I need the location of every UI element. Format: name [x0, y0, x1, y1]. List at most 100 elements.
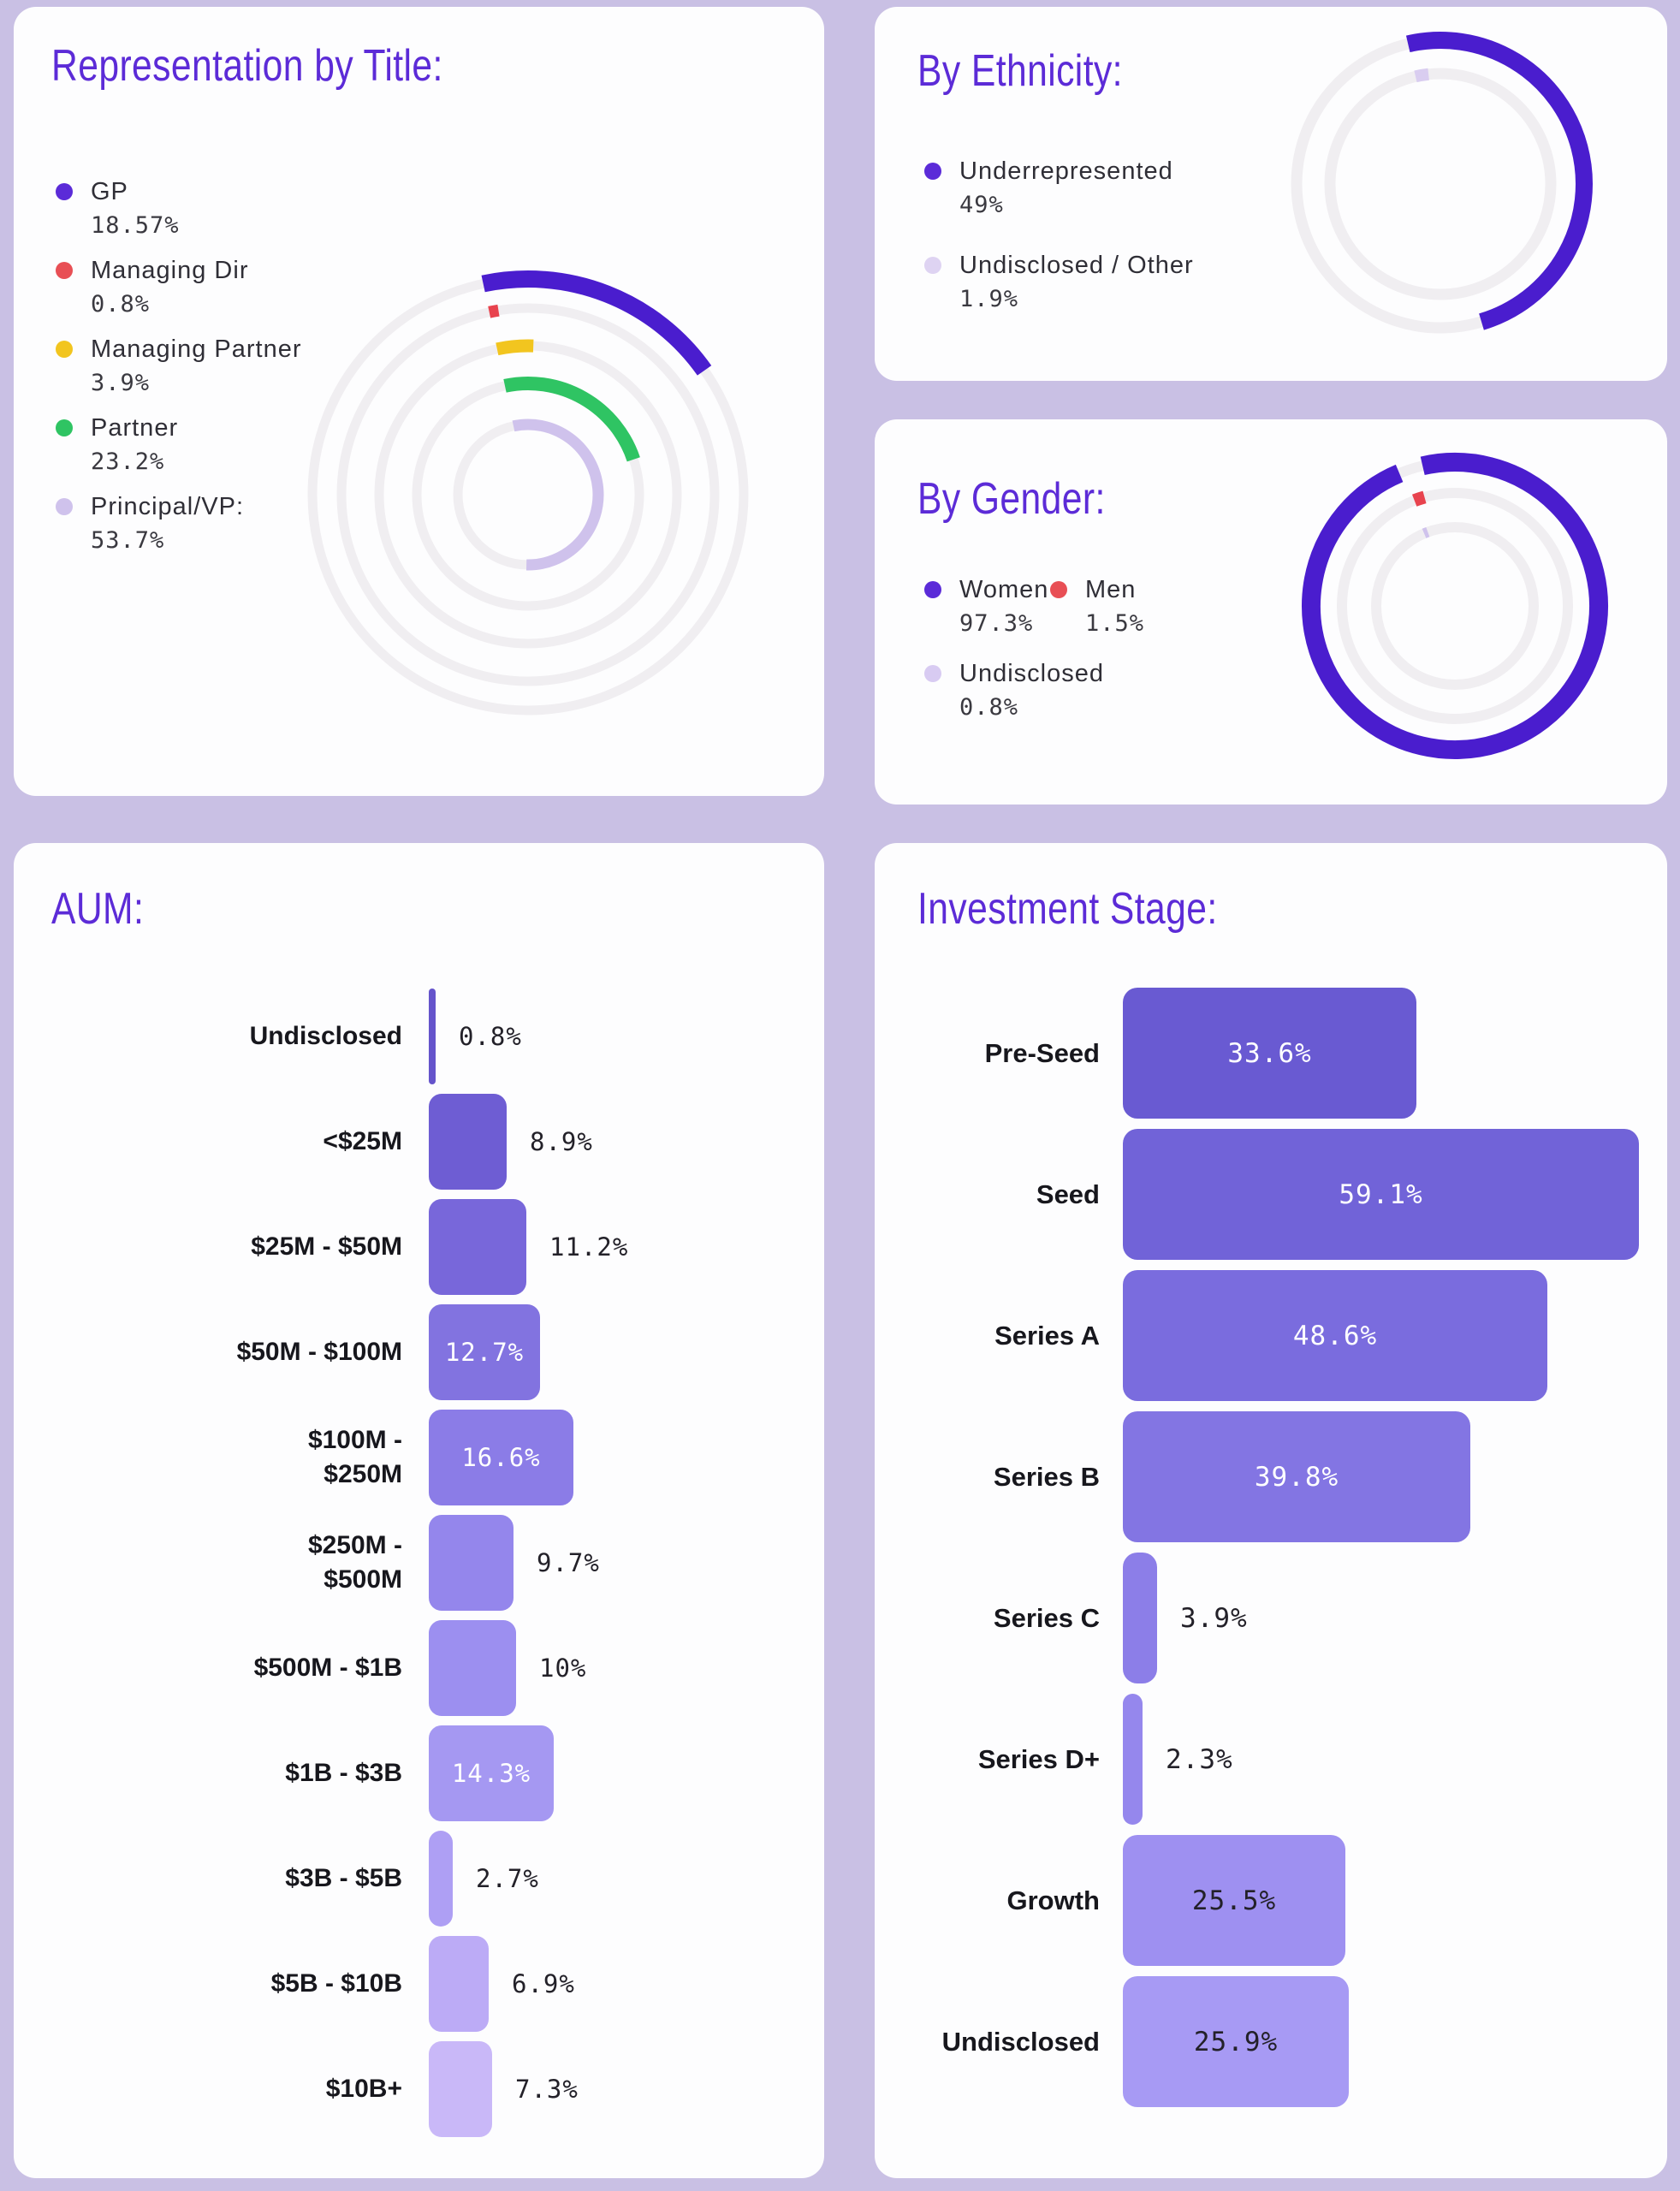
bar-category-label: $500M - $1B: [253, 1654, 402, 1682]
legend-label: Partner: [91, 414, 179, 442]
legend-dot-icon: [924, 163, 941, 180]
bar-category-label: Series C: [993, 1603, 1100, 1633]
legend-item-managing-partner: Managing Partner 3.9%: [56, 334, 302, 397]
investment-stage-bar-chart: Pre-Seed 33.6% Seed 59.1% Series A 48.6% Serie…: [916, 988, 1643, 2117]
legend-dot-icon: [1050, 581, 1067, 598]
legend-label: Men: [1085, 576, 1137, 603]
bar-fill: [1123, 1553, 1157, 1683]
bar-track: 9.7%: [429, 1515, 800, 1611]
bar-track: 25.9%: [1123, 1976, 1643, 2107]
bar-track: 39.8%: [1123, 1411, 1643, 1542]
legend-label: Principal/VP:: [91, 493, 245, 520]
card-by-gender: By Gender: Women 97.3% Men 1.5% Undisclosed 0…: [875, 419, 1667, 805]
legend-label: Undisclosed / Other: [959, 252, 1194, 279]
bar-track: 3.9%: [1123, 1553, 1643, 1683]
gender-title: By Gender:: [917, 474, 1106, 524]
bar-category-label: $250M - $500M: [307, 1531, 402, 1594]
bar-row: $10B+ 7.3%: [55, 2041, 800, 2137]
bar-category-label: Series D+: [977, 1744, 1100, 1774]
bar-value: 7.3%: [515, 2075, 579, 2104]
ring-track: [374, 341, 682, 649]
bar-track: 12.7%: [429, 1304, 800, 1400]
bar-row: $500M - $1B 10%: [55, 1620, 800, 1716]
bar-fill: 16.6%: [429, 1410, 573, 1505]
legend-dot-icon: [56, 341, 73, 358]
ring-track: [1324, 68, 1557, 300]
representation-legend: GP 18.57% Managing Dir 0.8% Managing Partner…: [56, 176, 302, 570]
representation-ring-chart: [307, 270, 749, 715]
bar-row: Series A 48.6%: [916, 1270, 1643, 1401]
bar-row: $3B - $5B 2.7%: [55, 1831, 800, 1927]
legend-value: 49%: [959, 192, 1004, 218]
legend-dot-icon: [924, 581, 941, 598]
legend-label: GP: [91, 178, 128, 205]
bar-row: $250M - $500M 9.7%: [55, 1515, 800, 1611]
aum-title: AUM:: [51, 884, 145, 934]
bar-fill: 59.1%: [1123, 1129, 1639, 1260]
bar-value: 48.6%: [1292, 1320, 1378, 1351]
bar-value: 2.3%: [1166, 1743, 1233, 1775]
legend-value: 1.9%: [959, 286, 1019, 312]
ring-track: [1371, 522, 1539, 690]
legend-item-partner: Partner 23.2%: [56, 413, 302, 476]
legend-label: Managing Dir: [91, 257, 249, 284]
legend-label: Underrepresented: [959, 157, 1173, 185]
bar-value: 14.3%: [451, 1759, 531, 1788]
bar-value: 11.2%: [549, 1232, 629, 1262]
legend-item-underrepresented: Underrepresented 49%: [924, 156, 1194, 219]
bar-row: Series D+ 2.3%: [916, 1694, 1643, 1825]
legend-value: 53.7%: [91, 527, 165, 554]
legend-item-gp: GP 18.57%: [56, 176, 302, 240]
bar-value: 39.8%: [1254, 1461, 1339, 1493]
ethnicity-ring-chart: [1291, 32, 1593, 334]
bar-row: $50M - $100M 12.7%: [55, 1304, 800, 1400]
legend-item-men: Men 1.5%: [1050, 574, 1144, 638]
bar-row: Undisclosed 0.8%: [55, 989, 800, 1084]
bar-fill: [429, 2041, 492, 2137]
legend-dot-icon: [56, 419, 73, 436]
bar-fill: [429, 1094, 507, 1190]
bar-value: 10%: [539, 1654, 587, 1683]
legend-dot-icon: [924, 257, 941, 274]
bar-track: 25.5%: [1123, 1835, 1643, 1966]
bar-row: $100M - $250M 16.6%: [55, 1410, 800, 1505]
bar-track: 14.3%: [429, 1725, 800, 1821]
bar-track: 10%: [429, 1620, 800, 1716]
bar-category-label: Seed: [1036, 1179, 1100, 1209]
ring-arc-managing-dir: [488, 304, 500, 318]
bar-track: 11.2%: [429, 1199, 800, 1295]
card-investment-stage: Investment Stage: Pre-Seed 33.6% Seed 59.1%…: [875, 843, 1667, 2178]
bar-value: 6.9%: [512, 1969, 575, 1998]
gender-ring-chart: [1302, 453, 1608, 760]
bar-category-label: $1B - $3B: [285, 1759, 402, 1787]
bar-fill: 33.6%: [1123, 988, 1416, 1119]
bar-fill: 48.6%: [1123, 1270, 1547, 1401]
bar-track: 7.3%: [429, 2041, 800, 2137]
bar-fill: 25.9%: [1123, 1976, 1349, 2107]
bar-value: 33.6%: [1227, 1037, 1312, 1069]
bar-category-label: $10B+: [325, 2075, 402, 2103]
bar-category-label: $5B - $10B: [270, 1969, 402, 1998]
bar-category-label: $50M - $100M: [236, 1338, 402, 1366]
gender-legend: Women 97.3% Men 1.5% Undisclosed 0.8%: [924, 574, 1324, 721]
bar-category-label: $25M - $50M: [251, 1232, 402, 1261]
ring-arc-undisclosed: [1422, 526, 1430, 538]
legend-item-principal-vp: Principal/VP: 53.7%: [56, 491, 302, 555]
ethnicity-title: By Ethnicity:: [917, 46, 1123, 96]
bar-fill: [429, 1515, 513, 1611]
bar-fill: 25.5%: [1123, 1835, 1345, 1966]
bar-value: 25.9%: [1193, 2026, 1279, 2057]
bar-row: $25M - $50M 11.2%: [55, 1199, 800, 1295]
bar-row: <$25M 8.9%: [55, 1094, 800, 1190]
legend-value: 23.2%: [91, 448, 165, 475]
bar-row: Growth 25.5%: [916, 1835, 1643, 1966]
legend-dot-icon: [56, 498, 73, 515]
bar-category-label: $100M - $250M: [307, 1426, 402, 1488]
legend-value: 0.8%: [959, 694, 1019, 721]
bar-track: 59.1%: [1123, 1129, 1643, 1260]
ethnicity-legend: Underrepresented 49% Undisclosed / Other 1.…: [924, 156, 1194, 344]
bar-fill: 12.7%: [429, 1304, 540, 1400]
bar-fill: 39.8%: [1123, 1411, 1470, 1542]
legend-item-undisclosed-other: Undisclosed / Other 1.9%: [924, 250, 1194, 313]
bar-row: Seed 59.1%: [916, 1129, 1643, 1260]
